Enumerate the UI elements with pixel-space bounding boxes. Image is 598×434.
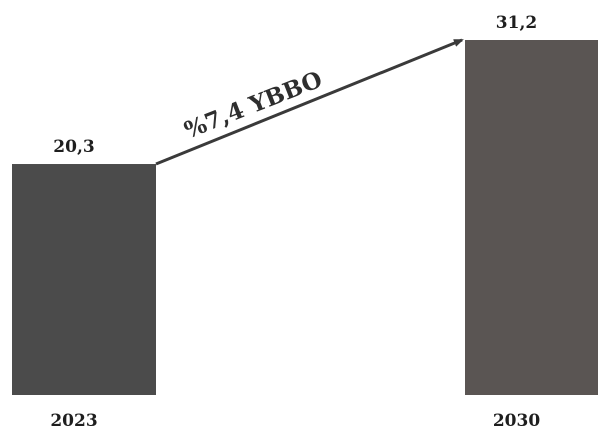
category-label-2030: 2030: [493, 411, 540, 431]
value-label-2023: 20,3: [53, 137, 94, 157]
bar-2030: [465, 40, 598, 395]
annotation-layer: %7,4 YBBO: [155, 38, 464, 166]
value-label-2030: 31,2: [496, 13, 537, 33]
growth-arrow: [155, 38, 464, 166]
labels-layer: 20,3 2023 31,2 2030: [50, 13, 540, 431]
bars-layer: [12, 40, 598, 395]
category-label-2023: 2023: [50, 411, 97, 431]
bar-2023: [12, 164, 156, 395]
